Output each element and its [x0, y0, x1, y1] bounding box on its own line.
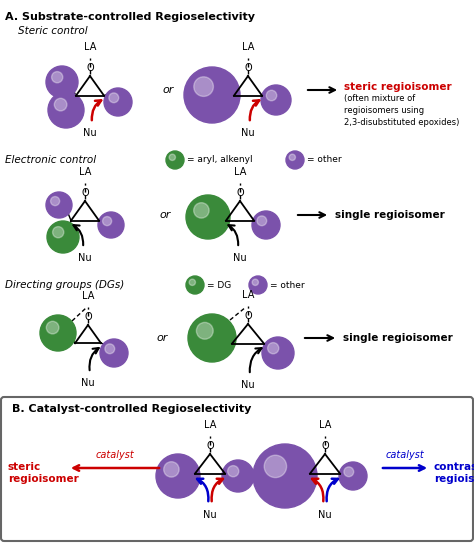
Text: B. Catalyst-controlled Regioselectivity: B. Catalyst-controlled Regioselectivity: [12, 404, 251, 414]
Text: Electronic control: Electronic control: [5, 155, 96, 165]
Text: catalyst: catalyst: [96, 450, 134, 460]
Circle shape: [40, 315, 76, 351]
Circle shape: [194, 203, 209, 218]
Circle shape: [262, 337, 294, 369]
Circle shape: [52, 71, 63, 83]
Circle shape: [252, 279, 258, 286]
Circle shape: [46, 322, 59, 334]
Text: LA: LA: [319, 420, 331, 430]
Text: Nu: Nu: [78, 253, 92, 263]
Circle shape: [268, 343, 279, 354]
Text: Nu: Nu: [241, 380, 255, 390]
Text: (often mixture of
regioisomers using
2,3-disubstituted epoxides): (often mixture of regioisomers using 2,3…: [344, 94, 459, 126]
Circle shape: [228, 465, 239, 477]
Circle shape: [249, 276, 267, 294]
Text: Nu: Nu: [81, 378, 95, 388]
Text: steric regioisomer: steric regioisomer: [344, 82, 452, 92]
Circle shape: [222, 460, 254, 492]
Circle shape: [100, 339, 128, 367]
Circle shape: [188, 314, 236, 362]
Text: Nu: Nu: [241, 128, 255, 138]
Circle shape: [261, 85, 291, 115]
Circle shape: [253, 444, 317, 508]
Circle shape: [289, 154, 295, 160]
Circle shape: [257, 216, 267, 226]
Circle shape: [156, 454, 200, 498]
Text: O: O: [321, 441, 329, 451]
Circle shape: [46, 192, 72, 218]
Circle shape: [264, 455, 287, 477]
Text: O: O: [84, 312, 92, 322]
Circle shape: [102, 216, 112, 226]
Text: Steric control: Steric control: [18, 26, 88, 36]
Text: O: O: [236, 188, 244, 198]
Text: = other: = other: [270, 281, 305, 289]
Circle shape: [184, 67, 240, 123]
Circle shape: [186, 195, 230, 239]
Text: = DG: = DG: [207, 281, 231, 289]
Circle shape: [105, 344, 115, 354]
Text: O: O: [81, 188, 89, 198]
Text: or: or: [156, 333, 168, 343]
Text: LA: LA: [79, 167, 91, 177]
Text: O: O: [86, 63, 94, 73]
Circle shape: [186, 276, 204, 294]
Circle shape: [194, 77, 213, 96]
Text: Directing groups (DGs): Directing groups (DGs): [5, 280, 124, 290]
Text: contrasteric
regioisomer: contrasteric regioisomer: [434, 462, 474, 485]
Circle shape: [46, 66, 78, 98]
Text: = other: = other: [307, 155, 342, 165]
Circle shape: [166, 151, 184, 169]
Circle shape: [196, 323, 213, 339]
Text: LA: LA: [242, 42, 254, 52]
Text: Nu: Nu: [83, 128, 97, 138]
Circle shape: [55, 98, 67, 111]
Text: steric
regioisomer: steric regioisomer: [8, 462, 79, 485]
Text: or: or: [159, 210, 171, 220]
Circle shape: [252, 211, 280, 239]
Circle shape: [339, 462, 367, 490]
Text: or: or: [162, 85, 173, 95]
Circle shape: [266, 90, 277, 101]
Circle shape: [286, 151, 304, 169]
Circle shape: [189, 279, 195, 286]
Text: Nu: Nu: [233, 253, 247, 263]
Text: LA: LA: [234, 167, 246, 177]
Circle shape: [169, 154, 175, 160]
Circle shape: [51, 197, 60, 205]
Text: LA: LA: [84, 42, 96, 52]
Text: A. Substrate-controlled Regioselectivity: A. Substrate-controlled Regioselectivity: [5, 12, 255, 22]
Text: LA: LA: [242, 290, 254, 300]
Circle shape: [53, 227, 64, 238]
Circle shape: [164, 462, 179, 477]
Text: O: O: [244, 63, 252, 73]
FancyBboxPatch shape: [1, 397, 473, 541]
Text: Nu: Nu: [318, 510, 332, 520]
Circle shape: [104, 88, 132, 116]
Text: O: O: [206, 441, 214, 451]
Text: single regioisomer: single regioisomer: [335, 210, 445, 220]
Circle shape: [98, 212, 124, 238]
Circle shape: [109, 93, 118, 102]
Text: Nu: Nu: [203, 510, 217, 520]
Text: catalyst: catalyst: [386, 450, 424, 460]
Circle shape: [48, 92, 84, 128]
Text: LA: LA: [204, 420, 216, 430]
Text: = aryl, alkenyl: = aryl, alkenyl: [187, 155, 253, 165]
Circle shape: [344, 467, 354, 477]
Text: or: or: [262, 463, 273, 473]
Text: O: O: [244, 311, 252, 321]
Circle shape: [47, 221, 79, 253]
Text: single regioisomer: single regioisomer: [343, 333, 453, 343]
Text: LA: LA: [82, 291, 94, 301]
